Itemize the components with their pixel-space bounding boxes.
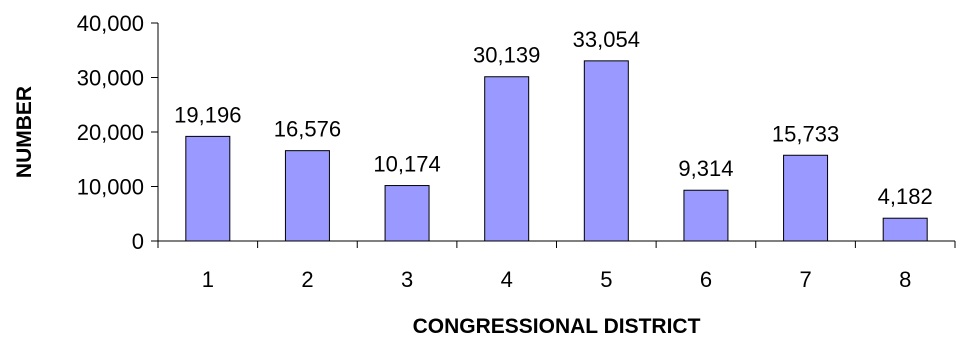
y-axis-ticks: 0 10,000 20,000 30,000 40,000	[77, 11, 158, 254]
bar	[683, 189, 729, 242]
y-tick-label: 0	[132, 229, 144, 254]
bar	[284, 150, 330, 242]
data-label: 33,054	[573, 27, 640, 52]
x-axis-ticks: 1 2 3 4 5 6 7 8	[157, 241, 956, 292]
x-axis-title: CONGRESSIONAL DISTRICT	[413, 315, 701, 338]
x-tick-label: 1	[202, 267, 214, 292]
y-tick-label: 20,000	[77, 120, 144, 145]
y-axis-title: NUMBER	[13, 86, 36, 178]
data-label: 9,314	[678, 156, 733, 181]
data-label: 10,174	[373, 152, 440, 177]
x-tick-label: 6	[700, 267, 712, 292]
bar	[882, 217, 928, 242]
y-tick-label: 10,000	[77, 175, 144, 200]
data-label: 16,576	[274, 117, 341, 142]
bar	[484, 76, 530, 242]
data-label: 30,139	[473, 43, 540, 68]
data-label: 19,196	[174, 102, 241, 127]
y-tick-label: 40,000	[77, 11, 144, 36]
bar	[185, 135, 231, 242]
bars	[185, 60, 928, 242]
bar	[583, 60, 629, 242]
data-label: 4,182	[878, 184, 933, 209]
x-tick-label: 7	[799, 267, 811, 292]
x-tick-label: 5	[600, 267, 612, 292]
data-label: 15,733	[772, 121, 839, 146]
bar	[783, 154, 829, 242]
bar	[384, 185, 430, 242]
x-tick-label: 8	[899, 267, 911, 292]
y-tick-label: 30,000	[77, 66, 144, 91]
x-tick-label: 3	[401, 267, 413, 292]
x-tick-label: 4	[501, 267, 513, 292]
x-tick-label: 2	[301, 267, 313, 292]
data-labels: 19,196 16,576 10,174 30,139 33,054 9,314 15,73…	[174, 27, 933, 209]
